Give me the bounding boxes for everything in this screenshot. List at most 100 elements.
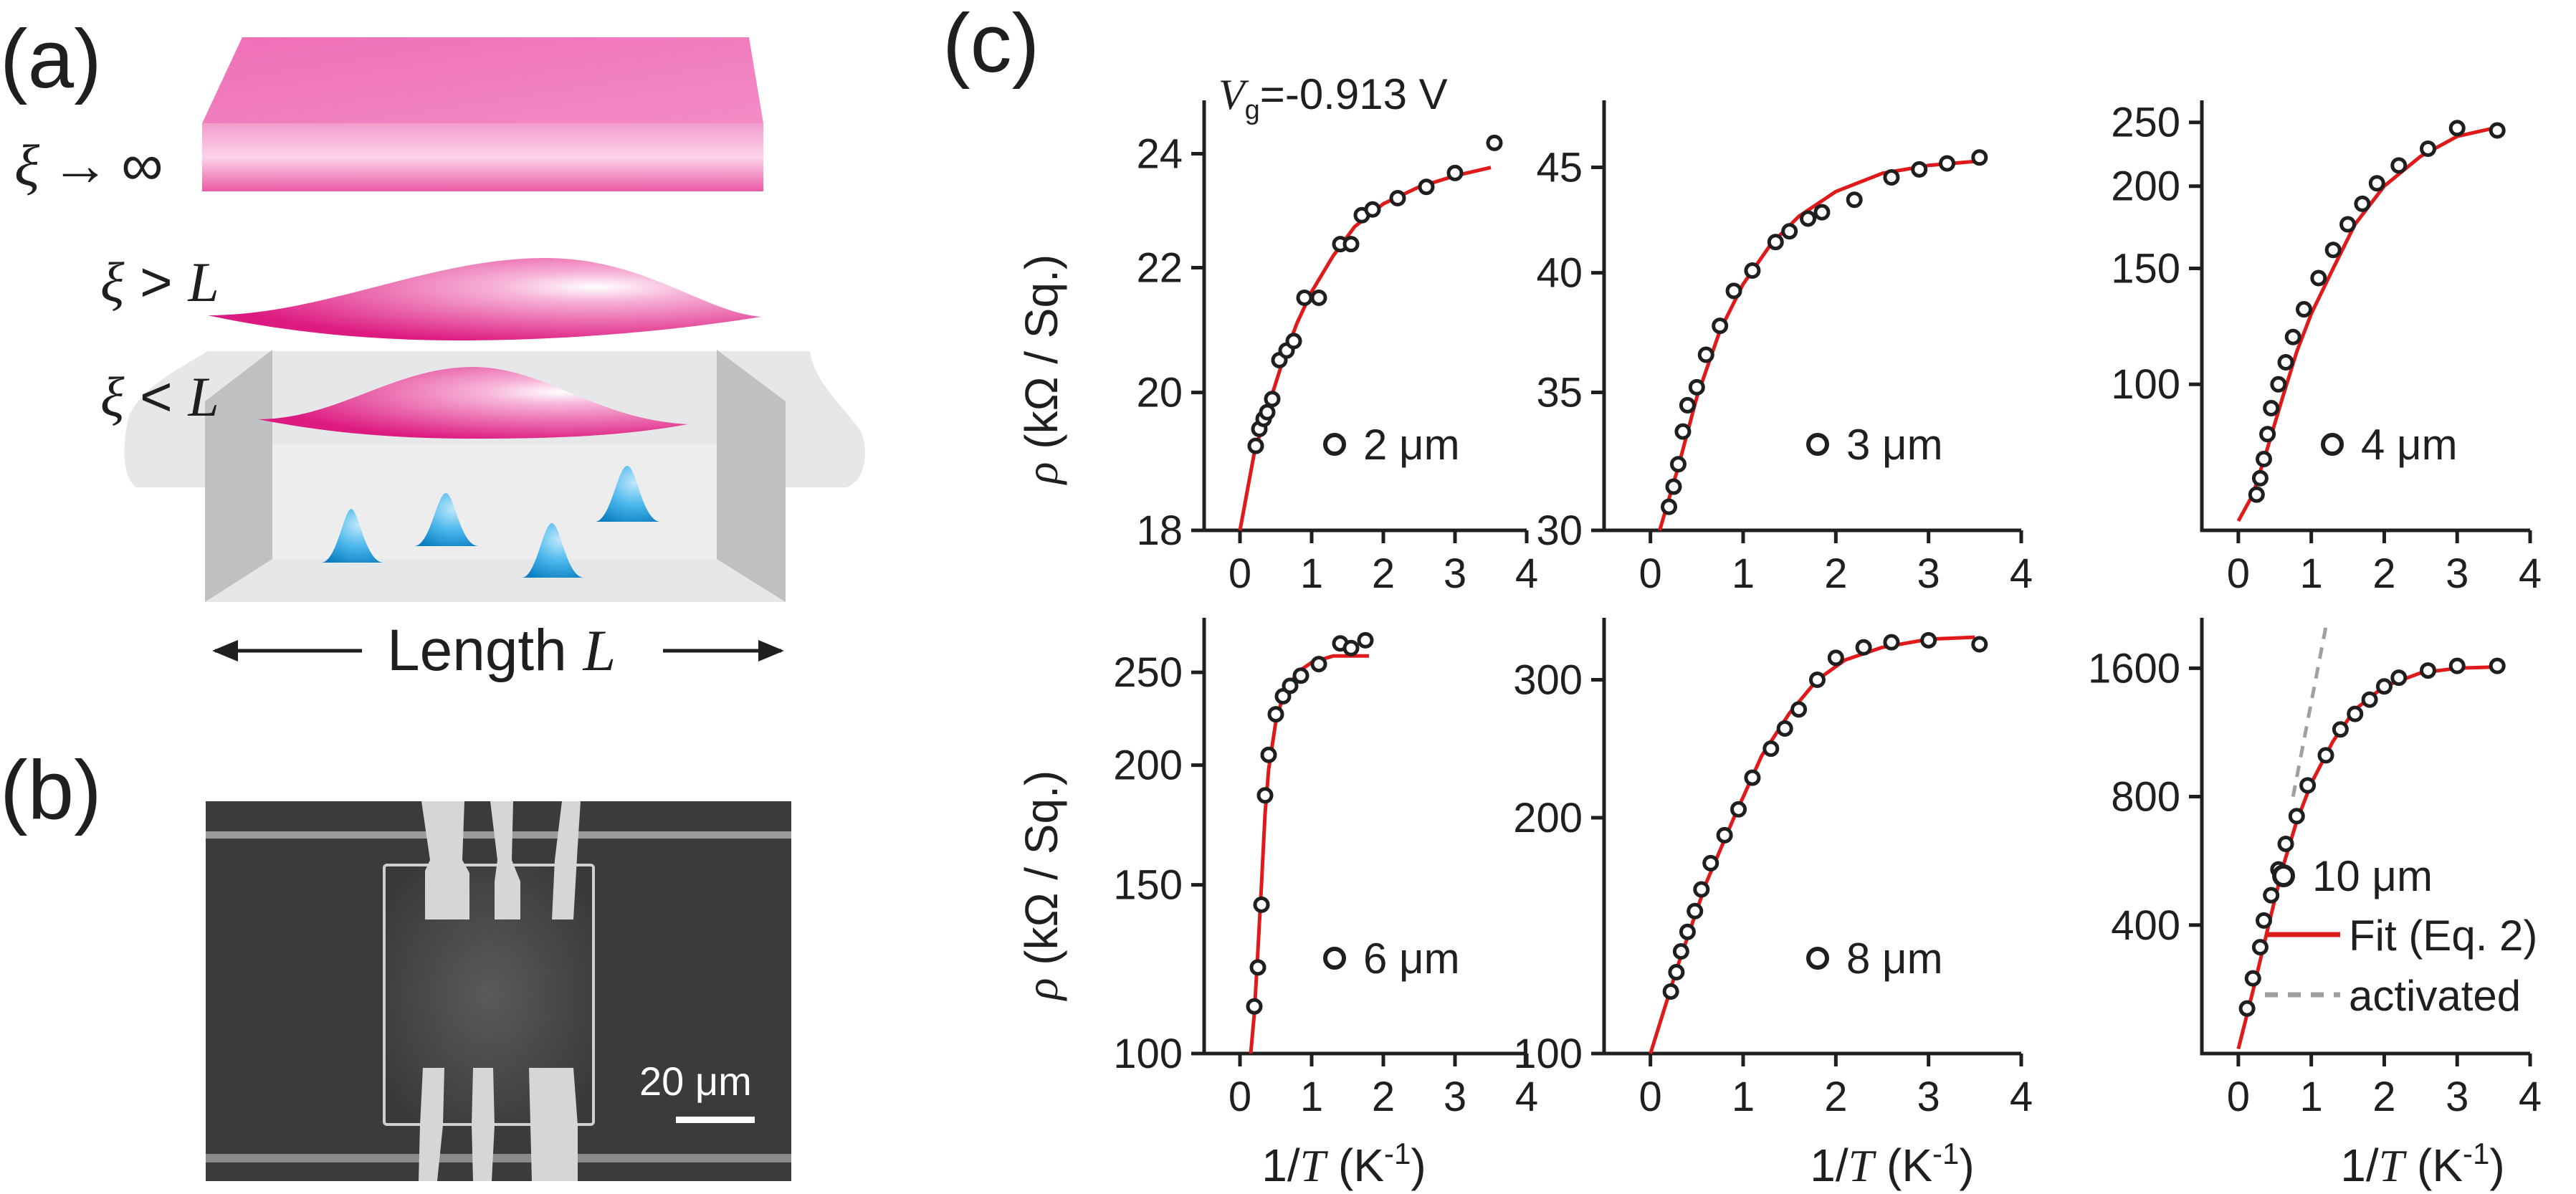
x-tick-label: 4 <box>1515 1074 1538 1120</box>
x-tick-label: 4 <box>2010 1074 2033 1120</box>
data-point <box>1790 701 1808 718</box>
gate-voltage-label: Vg=-0.913 V <box>1218 70 1448 125</box>
data-point <box>2368 175 2385 192</box>
x-tick-label: 2 <box>1824 550 1847 597</box>
data-point <box>2354 195 2371 212</box>
sem-image <box>206 801 791 1181</box>
x-tick-label: 3 <box>1444 550 1466 597</box>
data-point <box>1285 333 1302 350</box>
x-tick-label: 1 <box>1300 550 1323 597</box>
data-point <box>1883 169 1900 186</box>
data-point <box>2277 835 2294 852</box>
x-tick-label: 0 <box>2227 550 2250 597</box>
data-point <box>2489 122 2506 139</box>
data-point <box>1389 189 1406 206</box>
data-point <box>2256 450 2273 467</box>
data-point <box>1800 210 1817 227</box>
data-point <box>1762 740 1780 758</box>
x-tick-label: 4 <box>2519 550 2542 597</box>
x-tick-label: 0 <box>1229 1074 1251 1120</box>
data-point <box>1246 998 1263 1015</box>
data-point <box>1971 149 1988 166</box>
data-point <box>1855 639 1872 656</box>
data-point <box>1679 923 1696 940</box>
data-point <box>1776 720 1793 737</box>
x-axis-label-3: 1/T (K-1) <box>2340 1137 2504 1191</box>
data-point <box>1744 769 1761 786</box>
data-point <box>1310 289 1327 306</box>
activated-line <box>2291 626 2328 798</box>
data-point <box>1249 959 1266 976</box>
axes-frame <box>2200 618 2530 1056</box>
data-point <box>2361 691 2378 708</box>
data-point <box>2259 426 2276 443</box>
data-point <box>2489 657 2506 674</box>
data-point <box>2339 216 2357 233</box>
axes-frame <box>1202 618 1527 1056</box>
data-point <box>1702 854 1719 871</box>
data-point <box>2263 887 2280 904</box>
y-tick-label: 18 <box>1136 507 1183 554</box>
x-tick-label: 1 <box>1732 1074 1755 1120</box>
y-tick-label: 40 <box>1536 250 1583 297</box>
data-point <box>1662 983 1679 1000</box>
legend-label: 2 μm <box>1363 421 1460 469</box>
data-point <box>2244 970 2261 987</box>
y-tick-label: 35 <box>1536 369 1583 416</box>
y-tick-label: 250 <box>1113 649 1183 696</box>
data-point <box>2420 662 2437 679</box>
legend-marker <box>2321 433 2344 456</box>
xi-infinity-label: ξ → ∞ <box>14 133 163 198</box>
channel-device-illustration <box>124 350 866 602</box>
data-point <box>2288 808 2305 825</box>
wavefunction-extended <box>208 258 761 340</box>
scalebar-label: 20 μm <box>639 1059 752 1104</box>
panel-a-label: (a) <box>0 12 102 105</box>
data-point <box>1342 236 1360 253</box>
y-tick-label: 22 <box>1136 244 1183 291</box>
y-tick-label: 24 <box>1136 131 1183 178</box>
data-point <box>2284 328 2301 345</box>
legend-marker <box>1806 947 1829 970</box>
data-point <box>1247 437 1264 454</box>
data-point <box>1688 378 1705 396</box>
x-axis-label-1: 1/T (K-1) <box>1261 1137 1426 1191</box>
data-point <box>1486 134 1503 151</box>
data-point <box>2238 1000 2256 1017</box>
data-point <box>2310 269 2327 287</box>
legend-marker <box>1806 433 1829 456</box>
data-point <box>1813 204 1831 221</box>
data-point <box>1418 178 1435 196</box>
data-point <box>1744 262 1761 280</box>
data-point <box>1920 631 1937 649</box>
legend-marker <box>1323 433 1346 456</box>
fit-curve <box>1649 635 1975 1054</box>
panel-b-label: (b) <box>0 743 102 836</box>
x-tick-label: 3 <box>1917 1074 1940 1120</box>
x-tick-label: 2 <box>2372 1074 2395 1120</box>
data-point <box>2256 912 2273 929</box>
y-tick-label: 100 <box>2111 361 2180 408</box>
x-axis-label-2: 1/T (K-1) <box>1810 1137 1974 1191</box>
x-tick-label: 2 <box>2372 550 2395 597</box>
legend-label: 8 μm <box>1846 935 1943 983</box>
data-point <box>1665 478 1682 495</box>
x-tick-label: 1 <box>2300 550 2323 597</box>
x-tick-label: 4 <box>2010 550 2033 597</box>
subplot-3um: 0 1 2 3 4 30 35 40 45 3 μm <box>1536 100 2033 597</box>
y-tick-label: 200 <box>1113 742 1183 789</box>
y-tick-label: 150 <box>2111 245 2180 292</box>
x-tick-label: 3 <box>2446 550 2468 597</box>
data-point <box>2420 140 2437 157</box>
data-point <box>2390 157 2408 174</box>
data-point <box>1446 164 1464 181</box>
data-point <box>2277 354 2294 371</box>
data-point <box>2251 469 2269 487</box>
fit-legend-label: Fit (Eq. 2) <box>2349 912 2537 960</box>
localized-states <box>321 466 661 578</box>
x-tick-label: 0 <box>1639 1074 1662 1120</box>
x-tick-label: 1 <box>1300 1074 1323 1120</box>
panel-b: (b) 20 μm <box>0 743 791 1181</box>
data-point <box>2295 301 2312 318</box>
data-point <box>1730 801 1747 818</box>
